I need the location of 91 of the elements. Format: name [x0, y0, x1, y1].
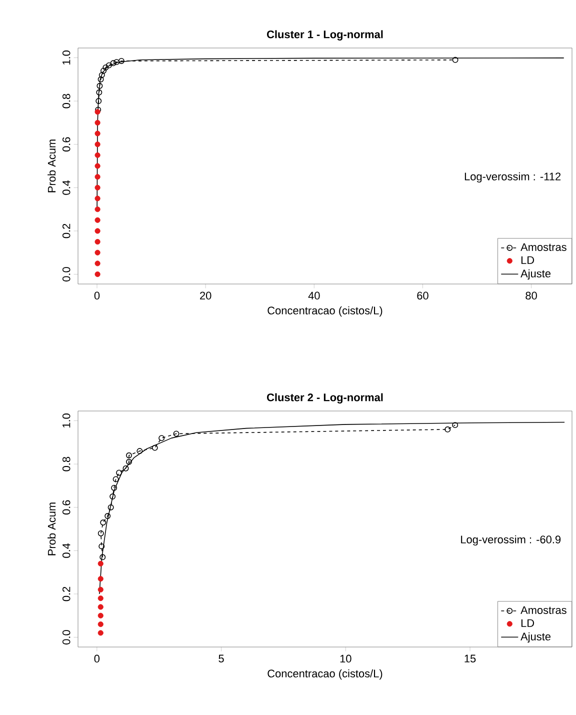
point — [94, 250, 100, 256]
point — [94, 120, 100, 126]
point — [94, 184, 100, 190]
point — [100, 520, 106, 526]
point — [98, 595, 104, 602]
point — [98, 630, 104, 636]
chart-title: Cluster 2 - Log-normal — [267, 393, 383, 404]
point — [106, 62, 112, 68]
point — [152, 444, 158, 451]
y-tick-label: 1.0 — [62, 414, 70, 428]
point — [452, 422, 458, 428]
point — [111, 484, 118, 491]
y-axis-title: Prob Acum — [48, 502, 56, 556]
point — [96, 82, 103, 89]
point — [98, 612, 104, 618]
y-tick-label: 0.2 — [62, 586, 70, 602]
point — [108, 504, 114, 510]
x-tick-label: 10 — [340, 654, 352, 663]
point — [100, 554, 106, 560]
legend-label: Ajuste — [520, 269, 551, 280]
point — [94, 271, 100, 278]
point — [110, 60, 116, 66]
point — [96, 89, 102, 96]
point — [98, 560, 104, 566]
point — [98, 543, 105, 550]
x-axis-title: Concentracao (cistos/L) — [268, 306, 382, 317]
point — [126, 452, 132, 458]
point — [94, 142, 100, 148]
point — [102, 64, 109, 70]
x-axis-title: Concentracao (cistos/L) — [268, 669, 382, 680]
point — [94, 109, 100, 115]
x-tick-label: 0 — [94, 292, 100, 300]
point — [98, 530, 104, 536]
point — [114, 59, 120, 66]
chart-title: Cluster 1 - Log-normal — [267, 30, 383, 40]
y-tick-label: 1.0 — [62, 50, 70, 65]
x-tick-label: 80 — [526, 292, 537, 300]
point — [158, 435, 165, 442]
y-tick-label: 0.0 — [62, 630, 70, 644]
point — [94, 130, 100, 136]
point — [122, 465, 129, 472]
point — [94, 206, 100, 212]
point — [136, 448, 143, 454]
point — [94, 228, 100, 234]
point — [98, 576, 104, 582]
x-tick-label: 15 — [464, 654, 476, 662]
point — [100, 68, 107, 74]
annotation: Log-verossim : -112 — [464, 172, 561, 183]
point — [110, 494, 116, 500]
point — [98, 72, 105, 78]
point — [98, 586, 104, 592]
legend-label: LD — [521, 619, 534, 627]
point — [94, 174, 100, 180]
y-tick-label: 0.2 — [62, 224, 70, 238]
y-tick-label: 0.8 — [62, 94, 70, 108]
point — [98, 604, 104, 610]
point — [444, 426, 451, 432]
x-tick-label: 40 — [308, 292, 320, 300]
point — [94, 238, 100, 245]
point — [118, 58, 124, 64]
point — [452, 56, 458, 63]
y-axis-title: Prob Acum — [48, 140, 56, 192]
point — [94, 152, 100, 158]
legend-label: Amostras — [520, 606, 566, 614]
y-tick-label: 0.0 — [62, 267, 70, 282]
y-tick-label: 0.8 — [62, 456, 70, 472]
point — [94, 163, 100, 169]
point — [98, 76, 104, 82]
y-tick-label: 0.4 — [62, 180, 70, 195]
y-tick-label: 0.6 — [62, 137, 70, 152]
point — [126, 458, 132, 465]
point — [94, 196, 100, 202]
x-tick-label: 0 — [94, 654, 100, 663]
x-tick-label: 20 — [200, 292, 212, 300]
legend-label: Amostras — [520, 243, 566, 251]
point — [173, 430, 180, 437]
legend-label: Ajuste — [520, 632, 551, 643]
point — [96, 98, 102, 104]
line-series — [98, 422, 565, 594]
x-tick-label: 5 — [218, 654, 224, 662]
point — [112, 476, 119, 482]
legend-label: LD — [521, 256, 534, 264]
y-tick-label: 0.6 — [62, 500, 70, 515]
annotation: Log-verossim : -60.9 — [461, 535, 561, 546]
point — [94, 217, 100, 223]
point — [116, 470, 122, 476]
point — [94, 260, 100, 266]
x-tick-label: 60 — [417, 292, 428, 300]
y-tick-label: 0.4 — [62, 543, 70, 558]
point — [104, 513, 111, 519]
point — [98, 621, 104, 628]
